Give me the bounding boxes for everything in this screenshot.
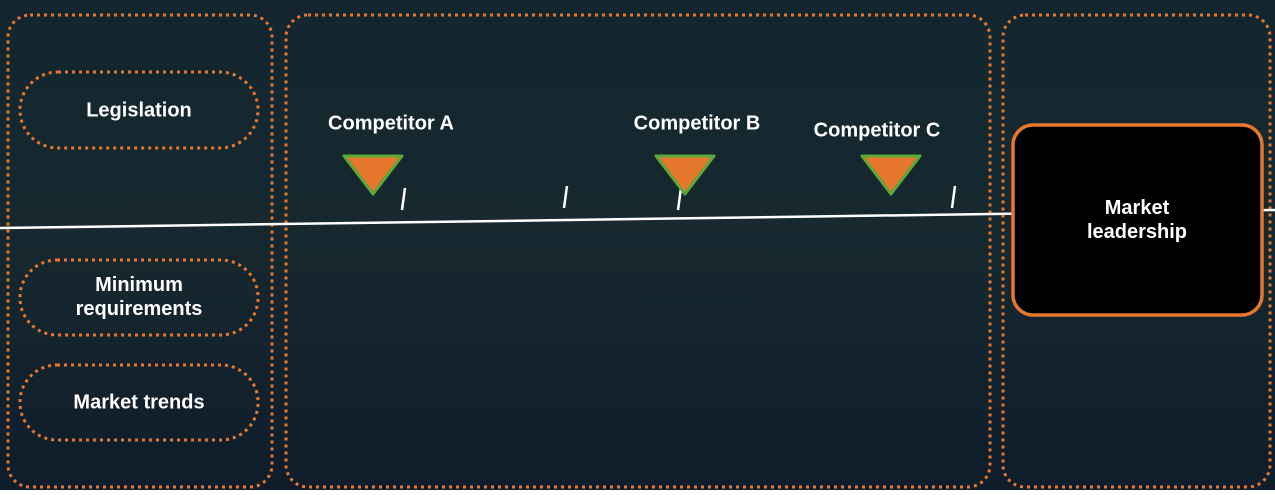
competitor-label: Competitor B [634,112,761,134]
goal-box [1013,125,1262,315]
factor-label: Legislation [86,99,192,121]
competitor-label: Competitor C [814,119,941,141]
diagram: Legislation Minimumrequirements Market t… [0,0,1275,490]
competitor-label: Competitor A [328,112,454,134]
factor-label: Market trends [73,391,204,413]
page: {"left_factors": ["Legislation", "Minimu… [0,0,1275,490]
